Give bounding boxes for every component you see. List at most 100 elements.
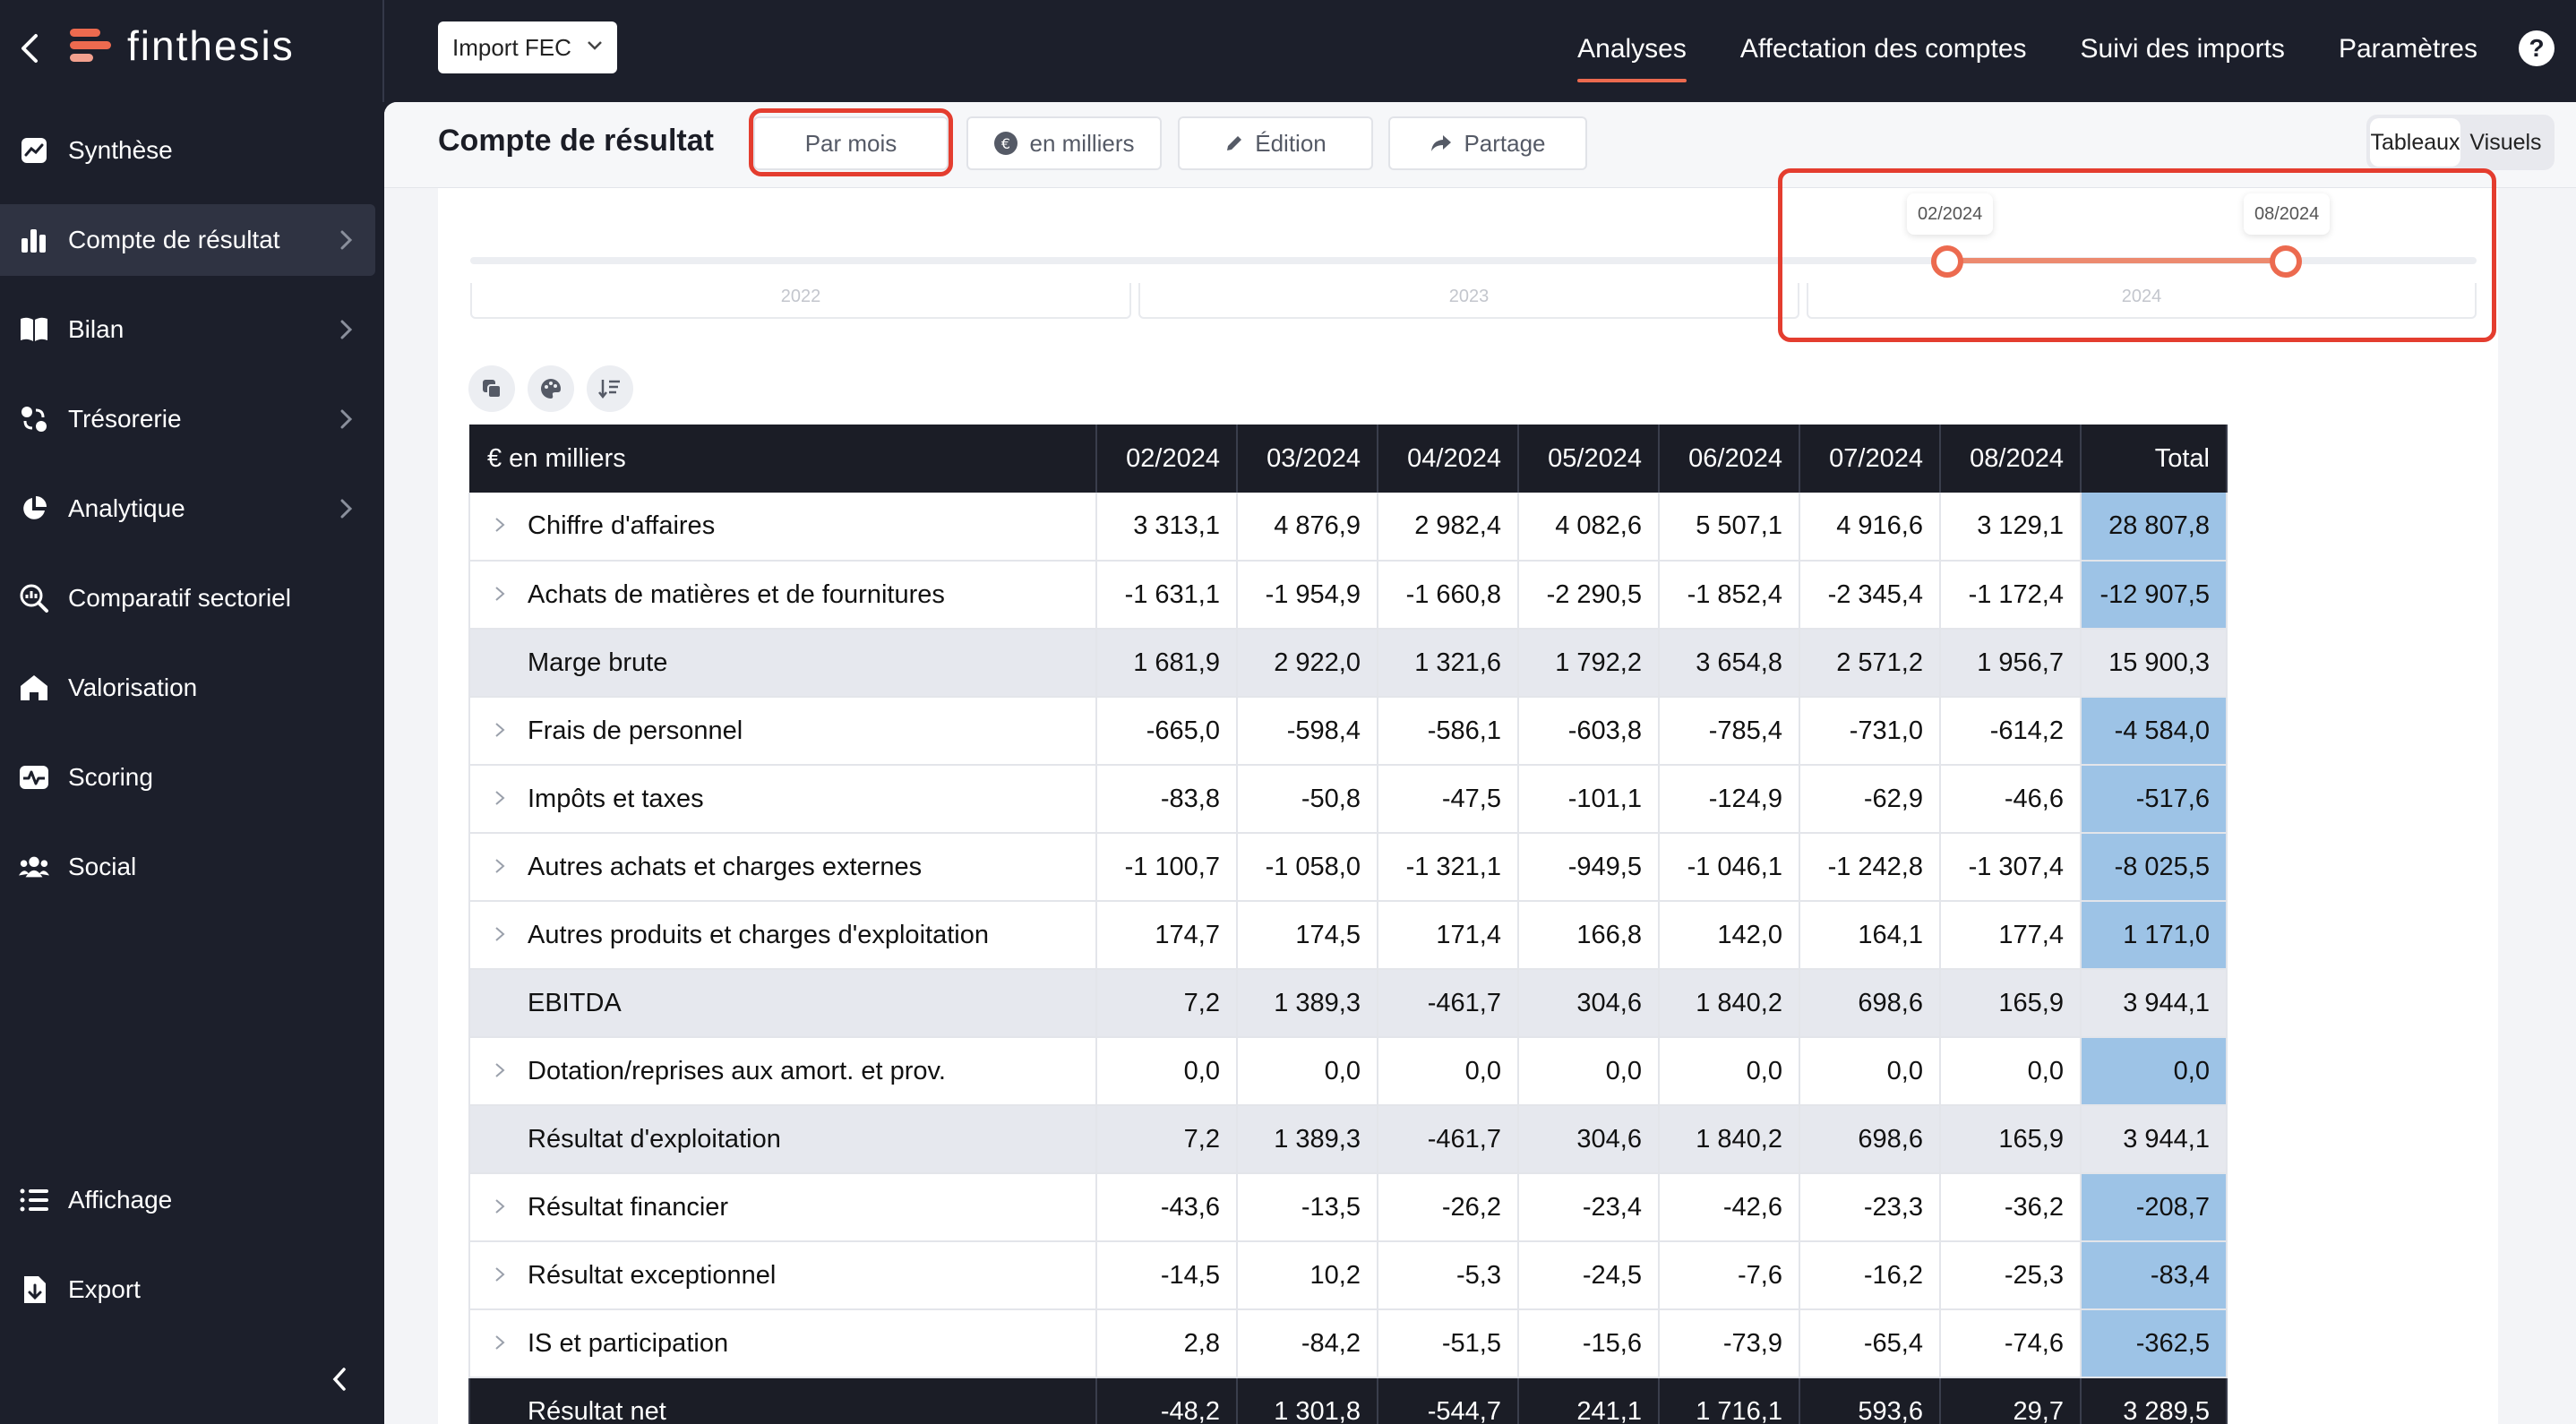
- row-label-cell: Résultat net: [468, 1377, 1097, 1424]
- sidebar-item-compte-de-resultat[interactable]: Compte de résultat: [0, 204, 375, 276]
- value-cell: -731,0: [1799, 697, 1941, 766]
- value-cell: -101,1: [1518, 765, 1660, 834]
- header-month[interactable]: 07/2024: [1799, 425, 1941, 493]
- sidebar-item-analytique[interactable]: Analytique: [0, 473, 375, 545]
- sidebar-item-social[interactable]: Social: [0, 831, 375, 903]
- total-cell: 3 289,5: [2081, 1377, 2228, 1424]
- row-label-cell: Résultat exceptionnel: [468, 1241, 1097, 1310]
- view-option-visuels[interactable]: Visuels: [2469, 129, 2542, 155]
- timeline-year-2023[interactable]: 2023: [1138, 283, 1799, 319]
- svg-text:€: €: [1001, 135, 1010, 152]
- value-cell: -2 345,4: [1799, 561, 1941, 630]
- timeline-end-handle[interactable]: [2270, 245, 2302, 278]
- cash-flow-icon: [18, 403, 50, 435]
- row-label-cell: Résultat d'exploitation: [468, 1105, 1097, 1174]
- sidebar-item-export[interactable]: Export: [0, 1254, 375, 1325]
- main-content: Compte de résultat Par mois € en millier…: [384, 102, 2576, 1424]
- share-button[interactable]: Partage: [1388, 116, 1587, 170]
- header-month[interactable]: 05/2024: [1518, 425, 1660, 493]
- value-cell: -83,8: [1096, 765, 1238, 834]
- value-cell: -1 631,1: [1096, 561, 1238, 630]
- row-label: Dotation/reprises aux amort. et prov.: [528, 1056, 946, 1085]
- value-cell: -16,2: [1799, 1241, 1941, 1310]
- table-row[interactable]: Autres achats et charges externes -1 100,…: [468, 833, 2228, 902]
- header-month[interactable]: 03/2024: [1237, 425, 1378, 493]
- value-cell: -36,2: [1940, 1173, 2082, 1242]
- sidebar-item-tresorerie[interactable]: Trésorerie: [0, 383, 375, 455]
- timeline-year-2024[interactable]: 2024: [1807, 283, 2477, 319]
- expand-chevron-icon[interactable]: [494, 716, 528, 746]
- table-row[interactable]: Autres produits et charges d'exploitatio…: [468, 901, 2228, 970]
- back-button[interactable]: [16, 30, 43, 66]
- sidebar-item-scoring[interactable]: Scoring: [0, 742, 375, 813]
- table-row[interactable]: Impôts et taxes -83,8 -50,8 -47,5 -101,1 -124…: [468, 765, 2228, 834]
- value-cell: -51,5: [1378, 1309, 1519, 1378]
- timeline-track[interactable]: [470, 257, 2477, 264]
- value-cell: 174,7: [1096, 901, 1238, 970]
- share-button-label: Partage: [1464, 129, 1546, 157]
- row-label-cell: EBITDA: [468, 969, 1097, 1038]
- expand-chevron-icon[interactable]: [494, 1057, 528, 1086]
- header-month[interactable]: 02/2024: [1096, 425, 1238, 493]
- row-label-cell: Autres produits et charges d'exploitatio…: [468, 901, 1097, 970]
- value-cell: 2 571,2: [1799, 629, 1941, 698]
- view-option-tableaux[interactable]: Tableaux: [2370, 118, 2460, 167]
- sidebar-item-comparatif-sectoriel[interactable]: Comparatif sectoriel: [0, 562, 375, 634]
- value-cell: -665,0: [1096, 697, 1238, 766]
- import-select[interactable]: Import FEC: [438, 21, 617, 73]
- palette-button[interactable]: [528, 365, 574, 412]
- table-row[interactable]: Achats de matières et de fournitures -1 6…: [468, 561, 2228, 630]
- collapse-sidebar-button[interactable]: [324, 1361, 355, 1397]
- tab-affectation-des-comptes[interactable]: Affectation des comptes: [1739, 34, 2027, 64]
- expand-chevron-icon[interactable]: [494, 1193, 528, 1222]
- tab-analyses[interactable]: Analyses: [1577, 0, 1687, 99]
- edit-button[interactable]: Édition: [1178, 116, 1373, 170]
- units-button[interactable]: € en milliers: [966, 116, 1162, 170]
- table-row[interactable]: Résultat exceptionnel -14,5 10,2 -5,3 -24,5-…: [468, 1241, 2228, 1310]
- table-row[interactable]: IS et participation 2,8 -84,2 -51,5 -15,6 -73…: [468, 1309, 2228, 1378]
- chevron-right-icon: [340, 230, 353, 250]
- header-month[interactable]: 08/2024: [1940, 425, 2082, 493]
- header-month[interactable]: 04/2024: [1378, 425, 1519, 493]
- sidebar-item-affichage[interactable]: Affichage: [0, 1164, 375, 1236]
- header-month[interactable]: 06/2024: [1659, 425, 1800, 493]
- euro-icon: €: [993, 131, 1018, 156]
- value-cell: 1 389,3: [1237, 969, 1378, 1038]
- edit-button-label: Édition: [1255, 129, 1327, 157]
- row-label: Résultat financier: [528, 1192, 729, 1222]
- sidebar-item-synthese[interactable]: Synthèse: [0, 115, 375, 186]
- value-cell: 7,2: [1096, 1105, 1238, 1174]
- sort-button[interactable]: [587, 365, 633, 412]
- total-cell: 0,0: [2081, 1037, 2228, 1106]
- value-cell: -1 660,8: [1378, 561, 1519, 630]
- expand-chevron-icon[interactable]: [494, 853, 528, 882]
- expand-chevron-icon[interactable]: [494, 511, 528, 541]
- expand-chevron-icon[interactable]: [494, 785, 528, 814]
- expand-chevron-icon[interactable]: [494, 921, 528, 950]
- pencil-icon: [1224, 133, 1244, 153]
- sidebar-item-label: Analytique: [68, 494, 185, 522]
- expand-chevron-icon[interactable]: [494, 580, 528, 610]
- sidebar-item-valorisation[interactable]: Valorisation: [0, 652, 375, 724]
- help-button[interactable]: ?: [2519, 30, 2555, 66]
- value-cell: 1 956,7: [1940, 629, 2082, 698]
- table-row[interactable]: Chiffre d'affaires 3 313,1 4 876,9 2 982,4 4…: [468, 493, 2228, 562]
- period-button[interactable]: Par mois: [753, 116, 949, 170]
- table-row[interactable]: Résultat financier -43,6 -13,5 -26,2 -23,4 -4…: [468, 1173, 2228, 1242]
- total-cell: 28 807,8: [2081, 493, 2228, 562]
- sidebar-item-bilan[interactable]: Bilan: [0, 294, 375, 365]
- chevron-down-icon: [588, 41, 602, 50]
- table-row[interactable]: Dotation/reprises aux amort. et prov. 0,0…: [468, 1037, 2228, 1106]
- sidebar-nav: Synthèse Compte de résultat Bilan Trésor…: [0, 115, 382, 921]
- tab-parametres[interactable]: Paramètres: [2338, 34, 2477, 64]
- table-row[interactable]: Frais de personnel -665,0 -598,4 -586,1 -603…: [468, 697, 2228, 766]
- copy-button[interactable]: [468, 365, 515, 412]
- value-cell: 2 922,0: [1237, 629, 1378, 698]
- timeline-start-handle[interactable]: [1931, 245, 1963, 278]
- timeline-year-2022[interactable]: 2022: [470, 283, 1131, 319]
- expand-chevron-icon[interactable]: [494, 1329, 528, 1359]
- tab-suivi-des-imports[interactable]: Suivi des imports: [2080, 34, 2285, 64]
- expand-chevron-icon[interactable]: [494, 1261, 528, 1291]
- value-cell: 304,6: [1518, 969, 1660, 1038]
- row-label-cell: Résultat financier: [468, 1173, 1097, 1242]
